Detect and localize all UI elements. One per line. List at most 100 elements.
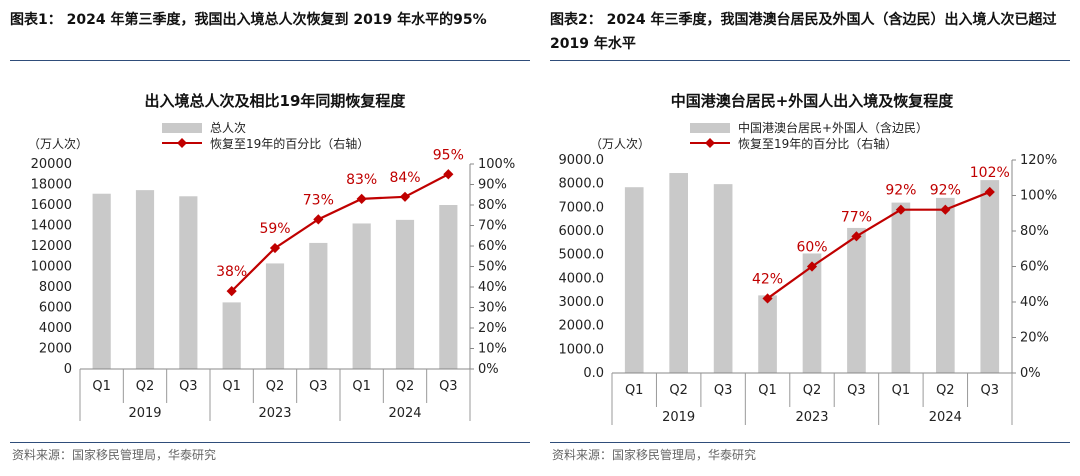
y2-tick-label: 30%	[478, 301, 507, 316]
data-label: 60%	[796, 240, 827, 256]
bottom-rule	[550, 442, 1070, 443]
legend-bar-label: 总人次	[210, 121, 246, 135]
y2-tick-label: 80%	[1020, 224, 1049, 239]
data-label: 59%	[259, 221, 290, 237]
y2-tick-label: 20%	[1020, 331, 1049, 346]
y2-tick-label: 80%	[478, 198, 507, 213]
figure-1: 图表1： 2024 年第三季度，我国出入境总人次恢复到 2019 年水平的95%…	[10, 0, 530, 476]
y-tick-label: 1000.0	[559, 342, 605, 357]
y-tick-label: 9000.0	[559, 153, 605, 168]
top-rule	[10, 60, 530, 61]
chart-foreigner-crossings: 中国港澳台居民+外国人出入境及恢复程度中国港澳台居民+外国人（含边民）恢复至19…	[559, 92, 1057, 425]
data-label: 73%	[303, 192, 334, 208]
y-tick-label: 2000.0	[559, 319, 605, 334]
bar-4	[222, 302, 241, 369]
chart-title: 出入境总人次及相比19年同期恢复程度	[145, 92, 407, 110]
y-tick-label: 6000.0	[559, 224, 605, 239]
y-tick-label: 4000.0	[559, 271, 605, 286]
x-tick-label: Q2	[396, 379, 415, 394]
bar-5	[802, 253, 822, 373]
y2-tick-label: 70%	[478, 219, 507, 234]
bar-9	[439, 205, 458, 369]
y-tick-label: 5000.0	[559, 248, 605, 263]
y-axis-label: （万人次）	[590, 137, 650, 151]
y2-tick-label: 50%	[478, 260, 507, 275]
x-group-label: 2019	[662, 410, 695, 425]
source-note: 资料来源：国家移民管理局，华泰研究	[552, 448, 757, 462]
data-label: 38%	[216, 264, 247, 280]
data-label: 92%	[930, 183, 961, 199]
y2-tick-label: 90%	[478, 178, 507, 193]
bar-8	[395, 219, 415, 369]
y-tick-label: 12000	[31, 239, 72, 254]
x-tick-label: Q1	[352, 379, 371, 394]
x-tick-label: Q3	[981, 383, 1000, 398]
legend-line-marker	[177, 138, 187, 148]
bar-3	[179, 196, 198, 369]
legend-bar-swatch	[162, 123, 202, 133]
x-group-label: 2019	[128, 406, 161, 421]
x-tick-label: Q3	[847, 383, 866, 398]
y-tick-label: 18000	[31, 178, 72, 193]
y-tick-label: 14000	[31, 219, 72, 234]
y2-tick-label: 100%	[1020, 189, 1057, 204]
y-tick-label: 7000.0	[559, 200, 605, 215]
y2-tick-label: 40%	[478, 280, 507, 295]
y2-tick-label: 20%	[478, 321, 507, 336]
legend-bar-label: 中国港澳台居民+外国人（含边民）	[738, 120, 928, 135]
y-tick-label: 0.0	[583, 366, 604, 381]
data-label: 84%	[389, 170, 420, 186]
y-tick-label: 6000	[39, 301, 72, 316]
bar-2	[135, 190, 155, 369]
data-label: 77%	[841, 209, 872, 225]
y-tick-label: 0	[64, 362, 72, 377]
bar-6	[309, 242, 328, 369]
bar-6	[847, 227, 866, 373]
x-group-label: 2023	[258, 406, 291, 421]
x-tick-label: Q2	[266, 379, 285, 394]
y-tick-label: 4000	[39, 321, 72, 336]
bar-3	[713, 184, 733, 373]
x-tick-label: Q1	[92, 379, 111, 394]
bar-7	[352, 223, 371, 369]
x-group-label: 2024	[929, 410, 962, 425]
recovery-line	[230, 173, 449, 292]
x-tick-label: Q2	[803, 383, 822, 398]
bar-2	[669, 173, 688, 373]
recovery-point-9	[443, 169, 454, 180]
figure-caption: 图表2： 2024 年三季度，我国港澳台居民及外国人（含边民）出入境人次已超过 …	[550, 12, 1057, 52]
bottom-rule	[10, 442, 530, 443]
bar-1	[624, 187, 644, 373]
x-tick-label: Q1	[758, 383, 777, 398]
legend-bar-swatch	[690, 123, 730, 133]
legend-line-marker	[705, 138, 715, 148]
y2-tick-label: 10%	[478, 342, 507, 357]
x-tick-label: Q3	[714, 383, 733, 398]
x-tick-label: Q1	[892, 383, 911, 398]
y-tick-label: 3000.0	[559, 295, 605, 310]
y2-tick-label: 100%	[478, 157, 515, 172]
recovery-line	[766, 190, 991, 300]
x-tick-label: Q3	[439, 379, 458, 394]
source-note: 资料来源：国家移民管理局，华泰研究	[12, 448, 217, 462]
legend-line-label: 恢复至19年的百分比（右轴）	[210, 136, 369, 151]
data-label: 95%	[433, 147, 464, 163]
y2-tick-label: 60%	[478, 239, 507, 254]
recovery-point-5	[806, 261, 818, 272]
recovery-point-8	[399, 191, 411, 202]
x-group-label: 2023	[795, 410, 828, 425]
bar-4	[758, 295, 777, 373]
chart-title: 中国港澳台居民+外国人出入境及恢复程度	[671, 92, 955, 110]
figure-2: 图表2： 2024 年三季度，我国港澳台居民及外国人（含边民）出入境人次已超过 …	[550, 0, 1070, 476]
y2-tick-label: 40%	[1020, 295, 1049, 310]
y-axis-label: （万人次）	[28, 137, 88, 151]
x-tick-label: Q2	[936, 383, 955, 398]
y-tick-label: 10000	[31, 260, 72, 275]
figure-caption: 图表1： 2024 年第三季度，我国出入境总人次恢复到 2019 年水平的95%	[10, 12, 487, 28]
y-tick-label: 8000.0	[559, 177, 605, 192]
y-tick-label: 16000	[31, 198, 72, 213]
y-tick-label: 2000	[39, 342, 72, 357]
data-label: 102%	[970, 165, 1010, 181]
bar-8	[936, 197, 955, 373]
